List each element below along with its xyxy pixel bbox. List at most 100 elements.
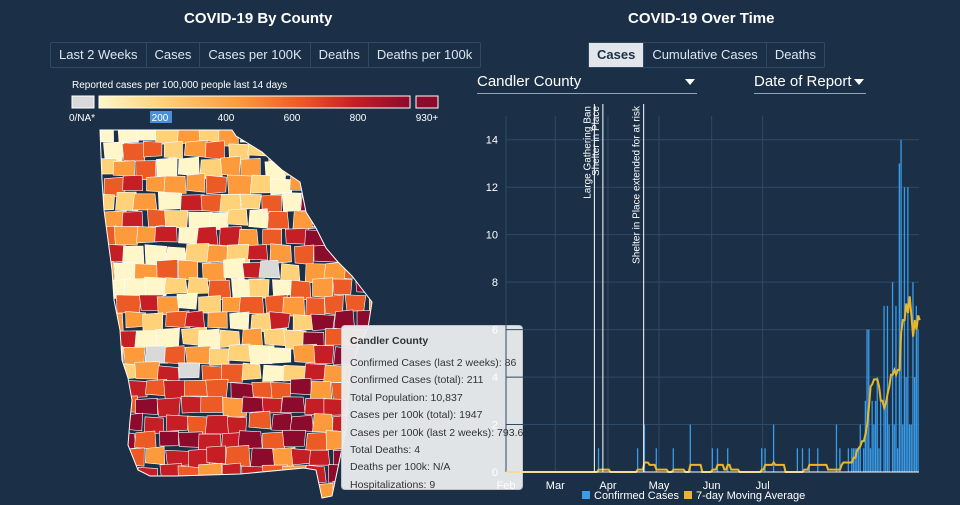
county-shape[interactable] <box>95 466 119 483</box>
county-shape[interactable] <box>281 192 302 212</box>
county-shape[interactable] <box>112 160 136 177</box>
county-shape[interactable] <box>366 159 389 176</box>
county-shape[interactable] <box>196 226 219 246</box>
county-shape[interactable] <box>291 141 316 162</box>
county-shape[interactable] <box>145 446 166 466</box>
county-shape[interactable] <box>305 125 328 146</box>
county-shape[interactable] <box>221 462 241 485</box>
county-shape[interactable] <box>240 157 261 178</box>
county-shape[interactable] <box>115 464 136 480</box>
county-shape[interactable] <box>163 277 188 295</box>
county-shape[interactable] <box>183 379 209 397</box>
county-shape[interactable] <box>262 431 286 451</box>
county-shape[interactable] <box>223 258 246 280</box>
county-shape[interactable] <box>96 360 121 380</box>
county-shape[interactable] <box>143 140 163 158</box>
county-shape[interactable] <box>228 484 252 504</box>
county-shape[interactable] <box>205 378 229 399</box>
county-shape[interactable] <box>263 328 288 347</box>
county-shape[interactable] <box>332 278 353 295</box>
county-shape[interactable] <box>250 447 276 468</box>
county-shape[interactable] <box>165 482 191 498</box>
county-shape[interactable] <box>332 174 354 191</box>
county-shape[interactable] <box>249 174 273 194</box>
county-shape[interactable] <box>262 229 282 246</box>
county-shape[interactable] <box>269 178 293 196</box>
county-shape[interactable] <box>248 345 275 365</box>
county-shape[interactable] <box>157 191 183 211</box>
county-shape[interactable] <box>226 208 249 226</box>
county-shape[interactable] <box>165 310 191 329</box>
county-shape[interactable] <box>292 343 317 364</box>
county-shape[interactable] <box>374 276 396 297</box>
county-shape[interactable] <box>356 211 378 232</box>
county-shape[interactable] <box>94 430 120 449</box>
county-shape[interactable] <box>117 126 140 144</box>
county-shape[interactable] <box>344 193 370 213</box>
county-shape[interactable] <box>200 193 223 213</box>
county-shape[interactable] <box>205 140 225 160</box>
county-shape[interactable] <box>113 330 137 350</box>
county-shape[interactable] <box>258 259 281 279</box>
county-shape[interactable] <box>124 481 145 498</box>
county-shape[interactable] <box>260 125 285 144</box>
county-shape[interactable] <box>269 243 292 265</box>
county-shape[interactable] <box>184 310 206 329</box>
county-shape[interactable] <box>282 429 306 447</box>
county-shape[interactable] <box>100 483 125 500</box>
county-shape[interactable] <box>132 193 158 211</box>
county-shape[interactable] <box>305 431 329 453</box>
county-shape[interactable] <box>164 210 189 229</box>
county-shape[interactable] <box>113 226 139 246</box>
county-shape[interactable] <box>205 175 227 195</box>
county-shape[interactable] <box>156 157 178 179</box>
county-shape[interactable] <box>365 229 387 249</box>
county-shape[interactable] <box>247 139 273 157</box>
county-shape[interactable] <box>185 482 210 500</box>
tab-chart-cases[interactable]: Cases <box>589 43 645 67</box>
county-shape[interactable] <box>290 448 312 466</box>
county-shape[interactable] <box>353 176 378 197</box>
county-shape[interactable] <box>238 296 265 315</box>
county-shape[interactable] <box>238 228 259 247</box>
county-shape[interactable] <box>335 211 360 229</box>
tab-last-2-weeks[interactable]: Last 2 Weeks <box>51 43 147 67</box>
county-shape[interactable] <box>164 345 186 365</box>
county-shape[interactable] <box>220 363 244 383</box>
county-shape[interactable] <box>268 347 292 364</box>
county-shape[interactable] <box>280 396 306 413</box>
tab-cases[interactable]: Cases <box>147 43 201 67</box>
county-shape[interactable] <box>248 208 269 229</box>
county-shape[interactable] <box>183 139 209 158</box>
county-shape[interactable] <box>247 244 268 261</box>
county-shape[interactable] <box>115 294 142 314</box>
county-shape[interactable] <box>248 483 269 503</box>
county-shape[interactable] <box>186 173 206 193</box>
county-shape[interactable] <box>377 243 398 262</box>
county-shape[interactable] <box>206 445 226 465</box>
county-shape[interactable] <box>198 462 223 483</box>
tab-cases-per-100k[interactable]: Cases per 100K <box>200 43 311 67</box>
county-shape[interactable] <box>227 174 253 196</box>
county-shape[interactable] <box>367 261 392 282</box>
county-shape[interactable] <box>335 142 362 162</box>
county-shape[interactable] <box>113 395 140 413</box>
county-shape[interactable] <box>366 126 390 142</box>
county-shape[interactable] <box>271 412 293 432</box>
county-shape[interactable] <box>239 193 262 210</box>
county-shape[interactable] <box>177 156 200 177</box>
county-shape[interactable] <box>95 126 114 143</box>
county-shape[interactable] <box>101 345 124 363</box>
county-shape[interactable] <box>163 140 183 160</box>
county-shape[interactable] <box>291 481 314 501</box>
county-shape[interactable] <box>312 144 337 163</box>
county-shape[interactable] <box>344 294 367 312</box>
county-shape[interactable] <box>344 126 369 146</box>
county-shape[interactable] <box>312 277 334 299</box>
county-shape[interactable] <box>122 245 145 265</box>
county-shape[interactable] <box>261 397 283 414</box>
county-shape[interactable] <box>166 414 189 432</box>
county-shape[interactable] <box>310 313 336 331</box>
tab-chart-deaths[interactable]: Deaths <box>774 47 817 62</box>
county-shape[interactable] <box>121 211 144 229</box>
